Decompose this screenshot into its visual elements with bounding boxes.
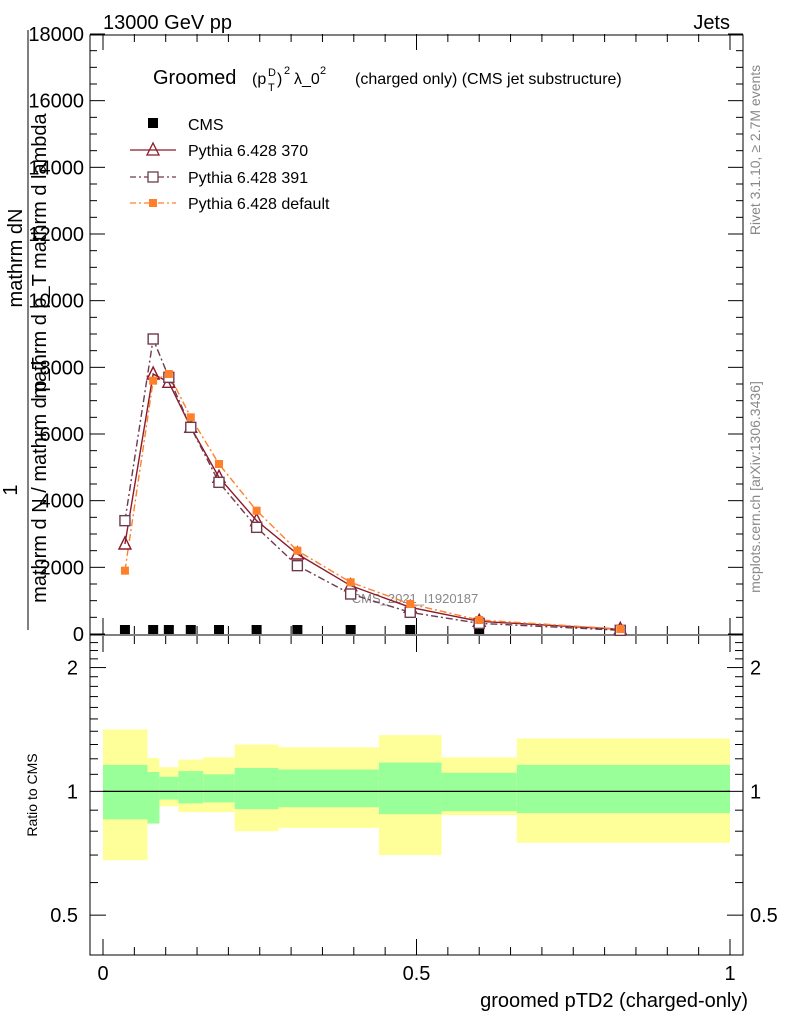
mcplots-label: mcplots.cern.ch [arXiv:1306.3436]	[747, 381, 763, 593]
legend: CMS Pythia 6.428 370 Pythia 6.428 391 Py…	[130, 117, 330, 213]
rivet-version-label: Rivet 3.1.10, ≥ 2.7M events	[747, 65, 763, 235]
ratio-band-inner	[203, 774, 235, 803]
ratio-y-tick-label-right: 0.5	[750, 905, 778, 927]
y-tick-label: 16000	[28, 91, 84, 113]
ratio-y-label: Ratio to CMS	[24, 753, 40, 836]
data-point-cms	[405, 625, 416, 634]
y-tick-label: 4000	[40, 491, 85, 513]
y-tick-label: 18000	[28, 24, 84, 46]
ratio-y-tick-label: 2	[67, 658, 78, 680]
series-line-pythia-391	[124, 336, 621, 632]
plot-title-main: Groomed	[153, 67, 236, 89]
y-tick-label: 2000	[40, 557, 85, 579]
legend-label-391: Pythia 6.428 391	[188, 170, 308, 187]
data-point-cms	[292, 625, 303, 634]
data-point-cms	[148, 625, 159, 634]
data-point-pythia-391	[250, 521, 263, 534]
data-point-pythia-391	[185, 421, 197, 434]
data-point-pythia-default	[120, 566, 129, 575]
x-tick-label: 0.5	[403, 963, 431, 985]
data-point-pythia-391	[119, 514, 131, 527]
svg-text:2: 2	[284, 65, 290, 77]
ratio-y-tick-label-right: 2	[750, 658, 761, 680]
ratio-y-tick-label-right: 1	[750, 781, 761, 803]
data-point-pythia-default	[252, 506, 261, 515]
x-tick-label: 0	[97, 963, 108, 985]
legend-label-cms: CMS	[188, 117, 224, 134]
ratio-band-inner	[278, 769, 379, 808]
data-point-cms	[213, 625, 224, 634]
svg-text:T: T	[268, 82, 275, 94]
ratio-band-inner	[159, 776, 179, 800]
process-label: Jets	[693, 12, 730, 34]
data-point-pythia-391	[291, 559, 304, 572]
data-point-pythia-default	[406, 600, 415, 608]
y-tick-label: 10000	[28, 291, 84, 313]
ratio-y-tick-label: 1	[67, 781, 78, 803]
data-point-pythia-default	[475, 616, 484, 624]
y-label-subscript: mathrm d p_T mathrm d lambda	[29, 112, 51, 398]
legend-label-default: Pythia 6.428 default	[188, 196, 330, 213]
series-line-pythia-default	[124, 373, 621, 630]
ratio-bands	[103, 729, 730, 861]
ratio-band-inner	[178, 771, 204, 804]
legend-marker-default	[149, 199, 157, 207]
legend-marker-cms	[148, 118, 158, 128]
data-point-pythia-370	[117, 535, 133, 550]
x-axis-label: groomed pTD2 (charged-only)	[480, 990, 748, 1012]
data-point-cms	[119, 625, 130, 634]
data-point-pythia-391	[404, 606, 416, 619]
data-point-pythia-default	[149, 376, 158, 385]
legend-marker-391	[147, 171, 159, 183]
ratio-band-inner	[378, 762, 442, 815]
y-tick-label: 12000	[28, 224, 84, 246]
y-label-numerator: mathrm dN	[5, 209, 27, 308]
data-point-pythia-default	[186, 413, 195, 422]
y-tick-label: 14000	[28, 157, 84, 179]
energy-label: 13000 GeV pp	[103, 12, 232, 34]
plot-title-rest: (charged only) (CMS jet substructure)	[355, 71, 622, 88]
axes: 0 2000 4000 6000 8000 10000 12000 14000 16000 180…	[28, 24, 777, 985]
data-point-cms	[185, 625, 196, 634]
svg-text:(p: (p	[252, 71, 266, 88]
data-point-pythia-391	[147, 333, 159, 345]
data-point-cms	[474, 625, 485, 634]
svg-text:D: D	[268, 67, 276, 79]
ratio-band-inner	[147, 771, 160, 824]
data-point-pythia-default	[214, 460, 223, 468]
data-point-pythia-391	[344, 588, 357, 600]
ratio-band-inner	[234, 767, 279, 810]
ratio-band-inner	[103, 764, 148, 820]
data-point-cms	[163, 625, 174, 634]
legend-marker-370	[145, 141, 161, 156]
data-point-pythia-default	[164, 370, 173, 378]
y-tick-label: 0	[73, 624, 84, 646]
y-tick-label: 8000	[40, 357, 85, 379]
y-axis-label: mathrm dN mathrm d p_T mathrm d lambda 1…	[0, 30, 51, 630]
data-point-pythia-default	[293, 546, 302, 555]
ratio-y-tick-label: 0.5	[50, 905, 78, 927]
svg-text:2: 2	[320, 65, 326, 77]
data-point-cms	[345, 625, 356, 634]
svg-text:): )	[277, 71, 282, 88]
data-point-cms	[251, 625, 262, 634]
data-point-pythia-391	[213, 476, 225, 489]
ratio-band-inner	[516, 764, 730, 814]
svg-text:λ_0: λ_0	[294, 71, 320, 88]
data-point-pythia-default	[616, 625, 625, 633]
x-tick-label: 1	[724, 963, 735, 985]
data-point-pythia-default	[346, 578, 355, 587]
plot-title-formula: (p D T ) 2 λ_0 2	[252, 65, 326, 94]
y-label-denominator: mathrm d N / mathrm d p_T	[29, 357, 51, 603]
legend-label-370: Pythia 6.428 370	[188, 143, 308, 160]
y-tick-label: 6000	[40, 424, 85, 446]
y-label-one: 1	[0, 484, 22, 495]
data-series	[117, 333, 628, 637]
